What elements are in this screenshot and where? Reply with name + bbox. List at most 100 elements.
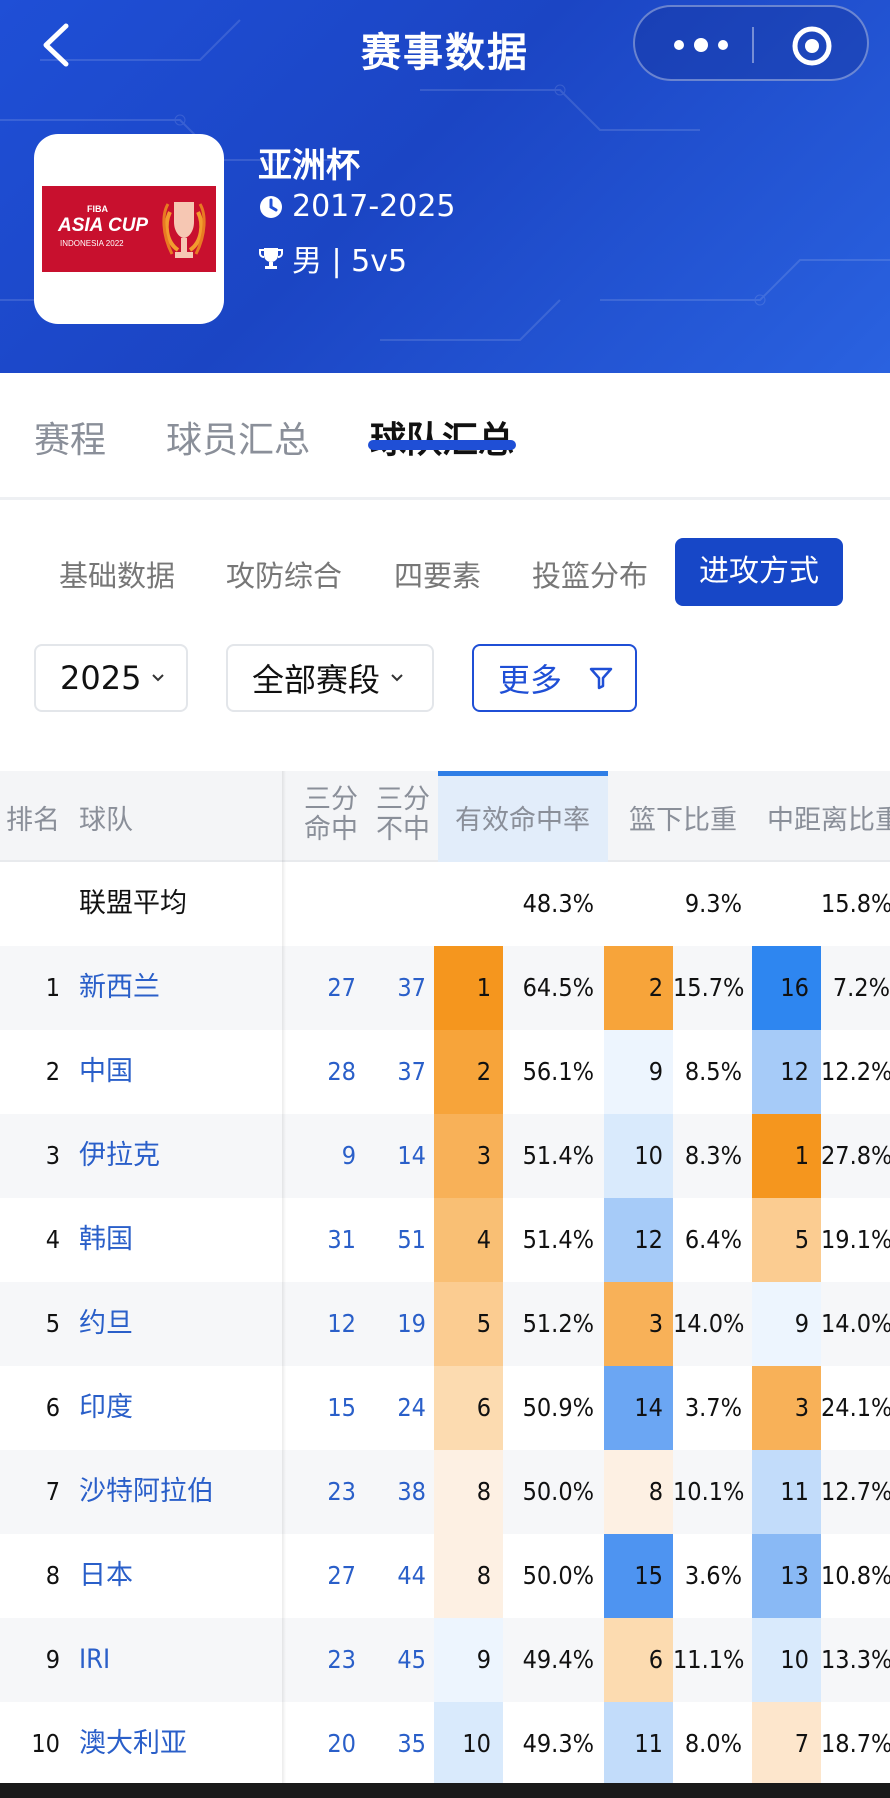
paint-value: 8.3% xyxy=(684,1141,742,1170)
team-rank: 1 xyxy=(45,973,60,1002)
table-row[interactable]: 8 日本 27 44 8 50.0% 15 3.6% 13 10.8% xyxy=(0,1534,890,1618)
logo-fiba-text: FIBA xyxy=(87,204,108,214)
subtab-offense-type[interactable]: 进攻方式 xyxy=(675,538,843,606)
paint-rank-heat-cell xyxy=(604,1618,673,1702)
midrange-rank: 16 xyxy=(780,973,809,1002)
header-three-miss[interactable]: 三分 不中 xyxy=(376,785,430,845)
paint-rank-heat-cell xyxy=(604,1450,673,1534)
paint-rank: 11 xyxy=(634,1729,663,1758)
team-name-link[interactable]: 中国 xyxy=(79,1056,133,1087)
team-name-link[interactable]: 日本 xyxy=(79,1560,133,1591)
efg-rank: 4 xyxy=(476,1225,491,1254)
table-row[interactable]: 4 韩国 31 51 4 51.4% 12 6.4% 5 19.1% xyxy=(0,1198,890,1282)
paint-rank: 15 xyxy=(634,1561,663,1590)
season-select[interactable]: 2025 xyxy=(34,644,188,712)
midrange-rank-heat-cell xyxy=(752,946,821,1030)
team-name-link[interactable]: 澳大利亚 xyxy=(79,1728,187,1759)
efg-value: 64.5% xyxy=(522,973,594,1002)
subtab-four-factors[interactable]: 四要素 xyxy=(394,559,482,593)
table-row[interactable]: 3 伊拉克 9 14 3 51.4% 10 8.3% 1 27.8% xyxy=(0,1114,890,1198)
paint-rank: 8 xyxy=(648,1477,663,1506)
back-icon[interactable] xyxy=(38,22,78,68)
team-rank: 2 xyxy=(45,1057,60,1086)
table-row[interactable]: 1 新西兰 27 37 1 64.5% 2 15.7% 16 7.2% xyxy=(0,946,890,1030)
midrange-rank: 3 xyxy=(794,1393,809,1422)
efg-value: 51.2% xyxy=(522,1309,594,1338)
more-filter-button[interactable]: 更多 xyxy=(472,644,637,712)
logo-banner: FIBA ASIA CUP INDONESIA 2022 xyxy=(42,186,216,272)
header-three-made-line1: 三分 xyxy=(304,784,358,815)
efg-value: 49.3% xyxy=(522,1729,594,1758)
close-target-icon[interactable] xyxy=(791,25,833,67)
team-rank: 8 xyxy=(45,1561,60,1590)
paint-rank: 12 xyxy=(634,1225,663,1254)
table-row[interactable]: 7 沙特阿拉伯 23 38 8 50.0% 8 10.1% 11 12.7% xyxy=(0,1450,890,1534)
competition-name: 亚洲杯 xyxy=(258,146,360,186)
midrange-rank: 11 xyxy=(780,1477,809,1506)
header-rank[interactable]: 排名 xyxy=(6,805,60,836)
efg-rank-heat-cell xyxy=(434,1450,503,1534)
tab-team-summary[interactable]: 球队汇总 xyxy=(370,411,514,463)
efg-rank: 8 xyxy=(476,1561,491,1590)
paint-value: 11.1% xyxy=(673,1645,745,1674)
midrange-rank: 10 xyxy=(780,1645,809,1674)
table-row[interactable]: 5 约旦 12 19 5 51.2% 3 14.0% 9 14.0% xyxy=(0,1282,890,1366)
league-average-midrange: 15.8% xyxy=(821,889,890,918)
three-made-value: 23 xyxy=(327,1477,356,1506)
team-name-link[interactable]: 新西兰 xyxy=(79,972,160,1003)
header-paint[interactable]: 篮下比重 xyxy=(629,805,737,836)
three-miss-value: 37 xyxy=(397,973,426,1002)
team-name-link[interactable]: 约旦 xyxy=(79,1308,133,1339)
subtab-basic-stats[interactable]: 基础数据 xyxy=(59,559,176,593)
stage-select[interactable]: 全部赛段 xyxy=(226,644,434,712)
logo-title-text: ASIA CUP xyxy=(58,215,149,236)
league-average-row: 联盟平均 48.3% 9.3% 15.8% xyxy=(0,862,890,946)
header-three-made-line2: 命中 xyxy=(304,814,358,845)
header-midrange[interactable]: 中距离比重 xyxy=(767,805,890,836)
midrange-rank-heat-cell xyxy=(752,1450,821,1534)
subtab-offense-defense[interactable]: 攻防综合 xyxy=(226,559,343,593)
midrange-rank-heat-cell xyxy=(752,1282,821,1366)
team-name-link[interactable]: IRI xyxy=(79,1644,111,1675)
paint-rank-heat-cell xyxy=(604,1366,673,1450)
efg-rank-heat-cell xyxy=(434,1702,503,1786)
league-average-efg: 48.3% xyxy=(522,889,594,918)
table-row[interactable]: 9 IRI 23 45 9 49.4% 6 11.1% 10 13.3% xyxy=(0,1618,890,1702)
three-made-value: 20 xyxy=(327,1729,356,1758)
efg-rank-heat-cell xyxy=(434,1114,503,1198)
efg-rank-heat-cell xyxy=(434,1198,503,1282)
table-row[interactable]: 2 中国 28 37 2 56.1% 9 8.5% 12 12.2% xyxy=(0,1030,890,1114)
team-name-link[interactable]: 印度 xyxy=(79,1392,133,1423)
three-miss-value: 35 xyxy=(397,1729,426,1758)
team-name-link[interactable]: 伊拉克 xyxy=(79,1140,160,1171)
table-header: 排名 球队 三分 命中 三分 不中 有效命中率 篮下比重 中距离比重 xyxy=(0,771,890,862)
midrange-value: 18.7% xyxy=(821,1729,890,1758)
trophy-logo-icon xyxy=(162,202,206,258)
midrange-rank-heat-cell xyxy=(752,1534,821,1618)
three-miss-value: 14 xyxy=(397,1141,426,1170)
more-dots-icon[interactable] xyxy=(671,37,731,53)
header-efg[interactable]: 有效命中率 xyxy=(455,805,590,836)
table-row[interactable]: 10 澳大利亚 20 35 10 49.3% 11 8.0% 7 18.7% xyxy=(0,1702,890,1786)
subtab-shot-distribution[interactable]: 投篮分布 xyxy=(532,559,649,593)
paint-rank: 9 xyxy=(648,1057,663,1086)
mini-program-capsule xyxy=(633,5,869,81)
bottom-edge xyxy=(0,1783,890,1798)
tab-player-summary[interactable]: 球员汇总 xyxy=(166,420,311,461)
midrange-value: 24.1% xyxy=(821,1393,890,1422)
team-name-link[interactable]: 沙特阿拉伯 xyxy=(79,1476,214,1507)
three-made-value: 23 xyxy=(327,1645,356,1674)
table-row[interactable]: 6 印度 15 24 6 50.9% 14 3.7% 3 24.1% xyxy=(0,1366,890,1450)
paint-rank: 6 xyxy=(648,1645,663,1674)
midrange-value: 12.2% xyxy=(821,1057,890,1086)
tab-schedule[interactable]: 赛程 xyxy=(34,420,107,461)
header-three-made[interactable]: 三分 命中 xyxy=(304,785,358,845)
team-rank: 6 xyxy=(45,1393,60,1422)
midrange-rank: 1 xyxy=(794,1141,809,1170)
paint-value: 3.7% xyxy=(684,1393,742,1422)
team-name-link[interactable]: 韩国 xyxy=(79,1224,133,1255)
efg-rank: 5 xyxy=(476,1309,491,1338)
efg-value: 51.4% xyxy=(522,1225,594,1254)
team-rank: 5 xyxy=(45,1309,60,1338)
midrange-value: 13.3% xyxy=(821,1645,890,1674)
